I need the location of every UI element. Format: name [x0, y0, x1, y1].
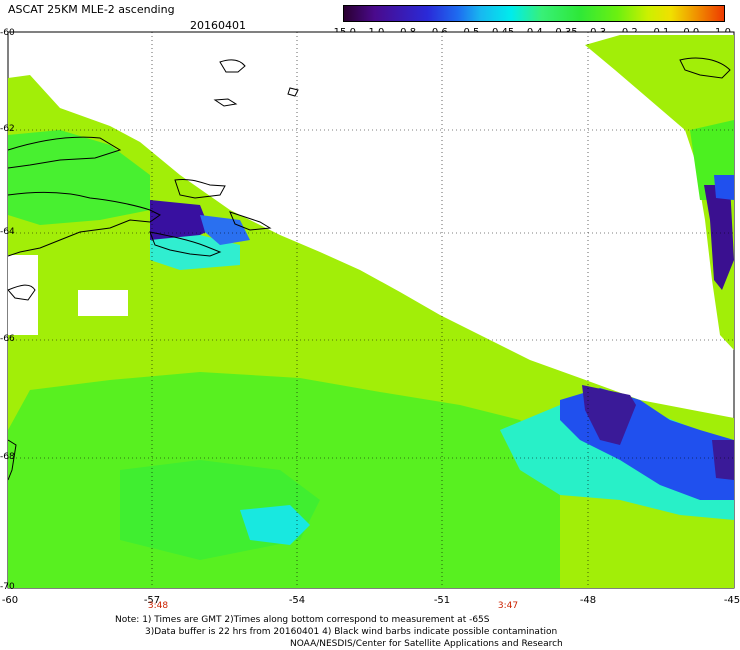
longitude-label: -54	[288, 595, 306, 606]
latitude-label: -64	[0, 227, 15, 237]
latitude-label: -60	[0, 28, 15, 38]
purple-region	[582, 385, 636, 445]
longitude-label: -60	[1, 595, 19, 606]
longitude-label: -57	[143, 595, 161, 606]
latitude-label: -62	[0, 124, 15, 134]
latitude-label: -70	[0, 582, 15, 592]
footer-note-1: Note: 1) Times are GMT 2)Times along bot…	[115, 615, 490, 625]
longitude-label: -45	[723, 595, 740, 606]
footer-note-3: NOAA/NESDIS/Center for Satellite Applica…	[290, 639, 563, 649]
color-bar	[343, 5, 725, 22]
upper-right-blue	[714, 175, 734, 200]
upper-right-purple	[704, 185, 734, 290]
grid-lines	[8, 32, 734, 588]
time-label-2: 3:47	[497, 601, 519, 611]
gap-inner	[78, 290, 128, 316]
latitude-label: -68	[0, 452, 15, 462]
time-label-1: 3:48	[147, 601, 169, 611]
purple-patch-peninsula	[150, 200, 210, 245]
coastlines	[7, 57, 731, 481]
chart-title: ASCAT 25KM MLE-2 ascending	[8, 3, 175, 16]
longitude-label: -51	[433, 595, 451, 606]
purple-region-2	[712, 440, 734, 480]
cyan-patch-peninsula	[150, 235, 240, 270]
longitude-label: -48	[579, 595, 597, 606]
chart-date: 20160401	[190, 19, 246, 32]
blue-patch-peninsula	[200, 215, 250, 245]
latitude-label: -66	[0, 334, 15, 344]
footer-note-2: 3)Data buffer is 22 hrs from 20160401 4)…	[145, 627, 558, 637]
swath-upper-right	[585, 35, 734, 350]
cyan-region-2	[240, 505, 310, 545]
